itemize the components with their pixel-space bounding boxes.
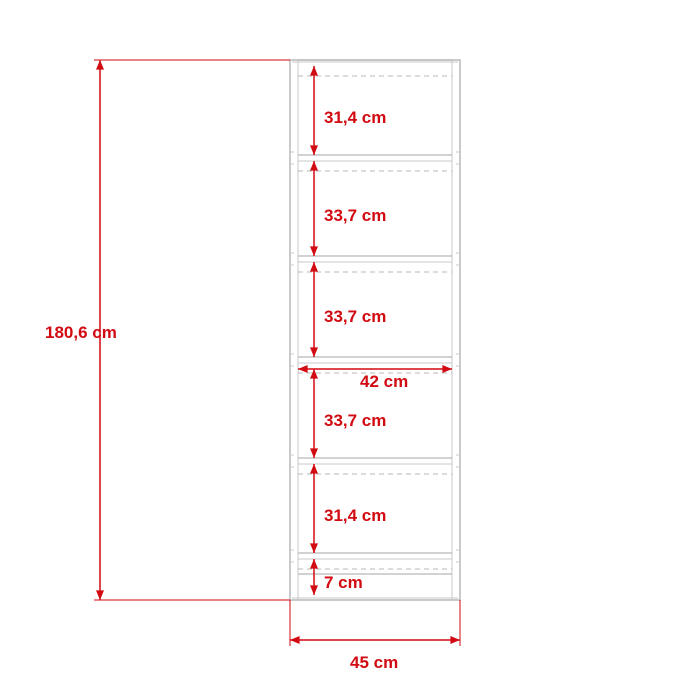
dim-segment-1: 33,7 cm — [324, 206, 386, 226]
dim-segment-3: 33,7 cm — [324, 411, 386, 431]
dim-segment-5: 7 cm — [324, 573, 363, 593]
dim-segment-0: 31,4 cm — [324, 108, 386, 128]
dim-total-height: 180,6 cm — [45, 323, 117, 343]
dim-total-width: 45 cm — [350, 653, 398, 673]
dim-segment-4: 31,4 cm — [324, 506, 386, 526]
drawing-canvas — [0, 0, 700, 700]
dim-inner-width: 42 cm — [360, 372, 408, 392]
dim-segment-2: 33,7 cm — [324, 307, 386, 327]
